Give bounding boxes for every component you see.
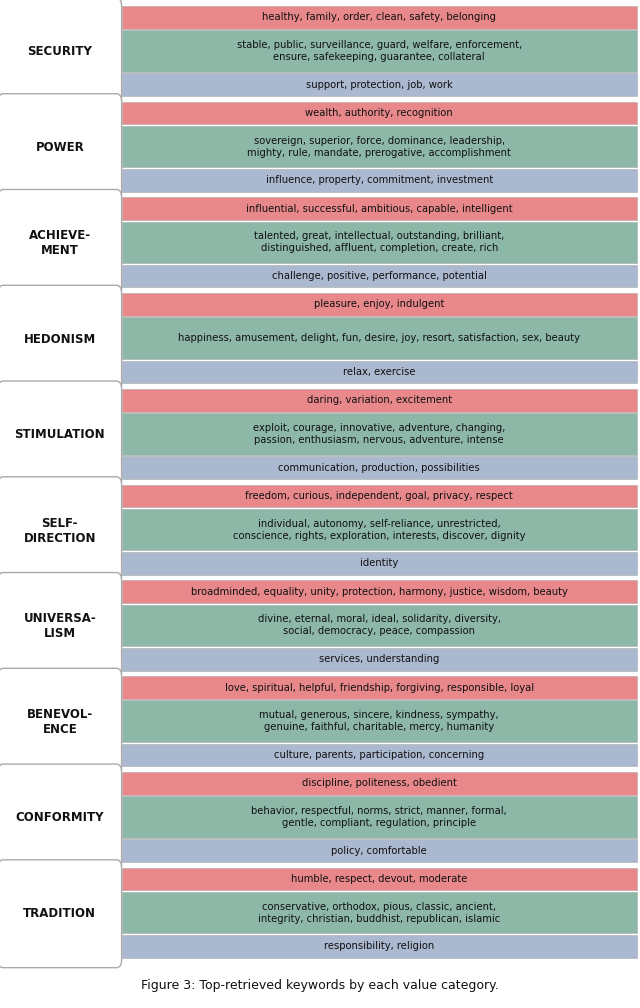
Text: POWER: POWER: [35, 141, 84, 154]
FancyBboxPatch shape: [122, 169, 637, 192]
Text: ACHIEVE-
MENT: ACHIEVE- MENT: [29, 230, 91, 257]
Text: services, understanding: services, understanding: [319, 654, 440, 664]
Text: behavior, respectful, norms, strict, manner, formal,
gentle, compliant, regulati: behavior, respectful, norms, strict, man…: [252, 806, 507, 828]
FancyBboxPatch shape: [122, 30, 637, 72]
FancyBboxPatch shape: [122, 701, 637, 742]
FancyBboxPatch shape: [122, 552, 637, 575]
Text: identity: identity: [360, 558, 398, 569]
FancyBboxPatch shape: [122, 796, 637, 838]
FancyBboxPatch shape: [122, 102, 637, 124]
Text: conservative, orthodox, pious, classic, ancient,
integrity, christian, buddhist,: conservative, orthodox, pious, classic, …: [258, 902, 500, 923]
FancyBboxPatch shape: [0, 190, 122, 297]
FancyBboxPatch shape: [0, 477, 122, 585]
Text: daring, variation, excitement: daring, variation, excitement: [307, 395, 452, 405]
Text: BENEVOL-
ENCE: BENEVOL- ENCE: [27, 709, 93, 736]
FancyBboxPatch shape: [0, 764, 122, 872]
Text: happiness, amusement, delight, fun, desire, joy, resort, satisfaction, sex, beau: happiness, amusement, delight, fun, desi…: [178, 334, 580, 343]
Text: SECURITY: SECURITY: [28, 45, 92, 58]
FancyBboxPatch shape: [0, 0, 122, 106]
FancyBboxPatch shape: [0, 573, 122, 680]
FancyBboxPatch shape: [122, 222, 637, 263]
Text: responsibility, religion: responsibility, religion: [324, 941, 435, 952]
FancyBboxPatch shape: [122, 198, 637, 220]
FancyBboxPatch shape: [122, 581, 637, 603]
FancyBboxPatch shape: [122, 413, 637, 455]
Text: Figure 3: Top-retrieved keywords by each value category.: Figure 3: Top-retrieved keywords by each…: [141, 980, 499, 992]
Text: talented, great, intellectual, outstanding, brilliant,
distinguished, affluent, : talented, great, intellectual, outstandi…: [254, 232, 504, 253]
Text: STIMULATION: STIMULATION: [15, 428, 105, 442]
FancyBboxPatch shape: [122, 868, 637, 890]
Text: stable, public, surveillance, guard, welfare, enforcement,
ensure, safekeeping, : stable, public, surveillance, guard, wel…: [237, 40, 522, 61]
Text: communication, production, possibilities: communication, production, possibilities: [278, 463, 480, 473]
FancyBboxPatch shape: [0, 668, 122, 776]
Text: humble, respect, devout, moderate: humble, respect, devout, moderate: [291, 874, 467, 884]
FancyBboxPatch shape: [122, 74, 637, 96]
Text: CONFORMITY: CONFORMITY: [15, 811, 104, 825]
Text: broadminded, equality, unity, protection, harmony, justice, wisdom, beauty: broadminded, equality, unity, protection…: [191, 587, 568, 597]
Text: challenge, positive, performance, potential: challenge, positive, performance, potent…: [272, 271, 486, 281]
Text: influence, property, commitment, investment: influence, property, commitment, investm…: [266, 175, 493, 185]
Text: healthy, family, order, clean, safety, belonging: healthy, family, order, clean, safety, b…: [262, 12, 496, 22]
FancyBboxPatch shape: [122, 935, 637, 958]
Text: individual, autonomy, self-reliance, unrestricted,
conscience, rights, explorati: individual, autonomy, self-reliance, unr…: [233, 519, 525, 540]
FancyBboxPatch shape: [122, 457, 637, 479]
Text: love, spiritual, helpful, friendship, forgiving, responsible, loyal: love, spiritual, helpful, friendship, fo…: [225, 682, 534, 692]
Text: freedom, curious, independent, goal, privacy, respect: freedom, curious, independent, goal, pri…: [245, 491, 513, 501]
FancyBboxPatch shape: [122, 605, 637, 646]
FancyBboxPatch shape: [122, 892, 637, 933]
FancyBboxPatch shape: [122, 293, 637, 316]
Text: HEDONISM: HEDONISM: [24, 333, 96, 346]
FancyBboxPatch shape: [122, 485, 637, 507]
FancyBboxPatch shape: [122, 840, 637, 862]
Text: policy, comfortable: policy, comfortable: [332, 846, 427, 856]
FancyBboxPatch shape: [122, 265, 637, 287]
FancyBboxPatch shape: [122, 676, 637, 699]
FancyBboxPatch shape: [122, 318, 637, 359]
Text: discipline, politeness, obedient: discipline, politeness, obedient: [302, 778, 456, 788]
Text: influential, successful, ambitious, capable, intelligent: influential, successful, ambitious, capa…: [246, 204, 513, 214]
FancyBboxPatch shape: [122, 772, 637, 794]
Text: SELF-
DIRECTION: SELF- DIRECTION: [24, 517, 96, 544]
Text: pleasure, enjoy, indulgent: pleasure, enjoy, indulgent: [314, 299, 444, 309]
FancyBboxPatch shape: [0, 860, 122, 968]
FancyBboxPatch shape: [122, 509, 637, 550]
FancyBboxPatch shape: [0, 285, 122, 393]
Text: mutual, generous, sincere, kindness, sympathy,
genuine, faithful, charitable, me: mutual, generous, sincere, kindness, sym…: [259, 711, 499, 732]
Text: relax, exercise: relax, exercise: [343, 367, 415, 377]
Text: UNIVERSA-
LISM: UNIVERSA- LISM: [24, 613, 96, 640]
FancyBboxPatch shape: [122, 6, 637, 28]
Text: sovereign, superior, force, dominance, leadership,
mighty, rule, mandate, prerog: sovereign, superior, force, dominance, l…: [247, 136, 511, 157]
Text: wealth, authority, recognition: wealth, authority, recognition: [305, 108, 453, 118]
FancyBboxPatch shape: [122, 126, 637, 167]
FancyBboxPatch shape: [122, 744, 637, 766]
Text: exploit, courage, innovative, adventure, changing,
passion, enthusiasm, nervous,: exploit, courage, innovative, adventure,…: [253, 423, 506, 445]
Text: support, protection, job, work: support, protection, job, work: [306, 80, 452, 90]
FancyBboxPatch shape: [0, 94, 122, 202]
Text: culture, parents, participation, concerning: culture, parents, participation, concern…: [274, 750, 484, 760]
Text: TRADITION: TRADITION: [23, 907, 97, 920]
FancyBboxPatch shape: [122, 361, 637, 383]
FancyBboxPatch shape: [122, 389, 637, 411]
FancyBboxPatch shape: [0, 381, 122, 489]
FancyBboxPatch shape: [122, 648, 637, 670]
Text: divine, eternal, moral, ideal, solidarity, diversity,
social, democracy, peace, : divine, eternal, moral, ideal, solidarit…: [258, 615, 500, 636]
